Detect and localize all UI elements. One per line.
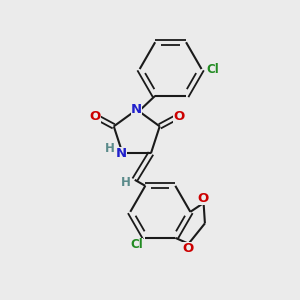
Text: N: N	[116, 147, 127, 160]
Text: O: O	[182, 242, 194, 255]
Text: Cl: Cl	[206, 62, 219, 76]
Text: O: O	[197, 192, 208, 205]
Text: N: N	[131, 103, 142, 116]
Text: O: O	[173, 110, 184, 123]
Text: H: H	[121, 176, 131, 189]
Text: H: H	[105, 142, 115, 154]
Text: O: O	[89, 110, 100, 123]
Text: Cl: Cl	[130, 238, 143, 251]
